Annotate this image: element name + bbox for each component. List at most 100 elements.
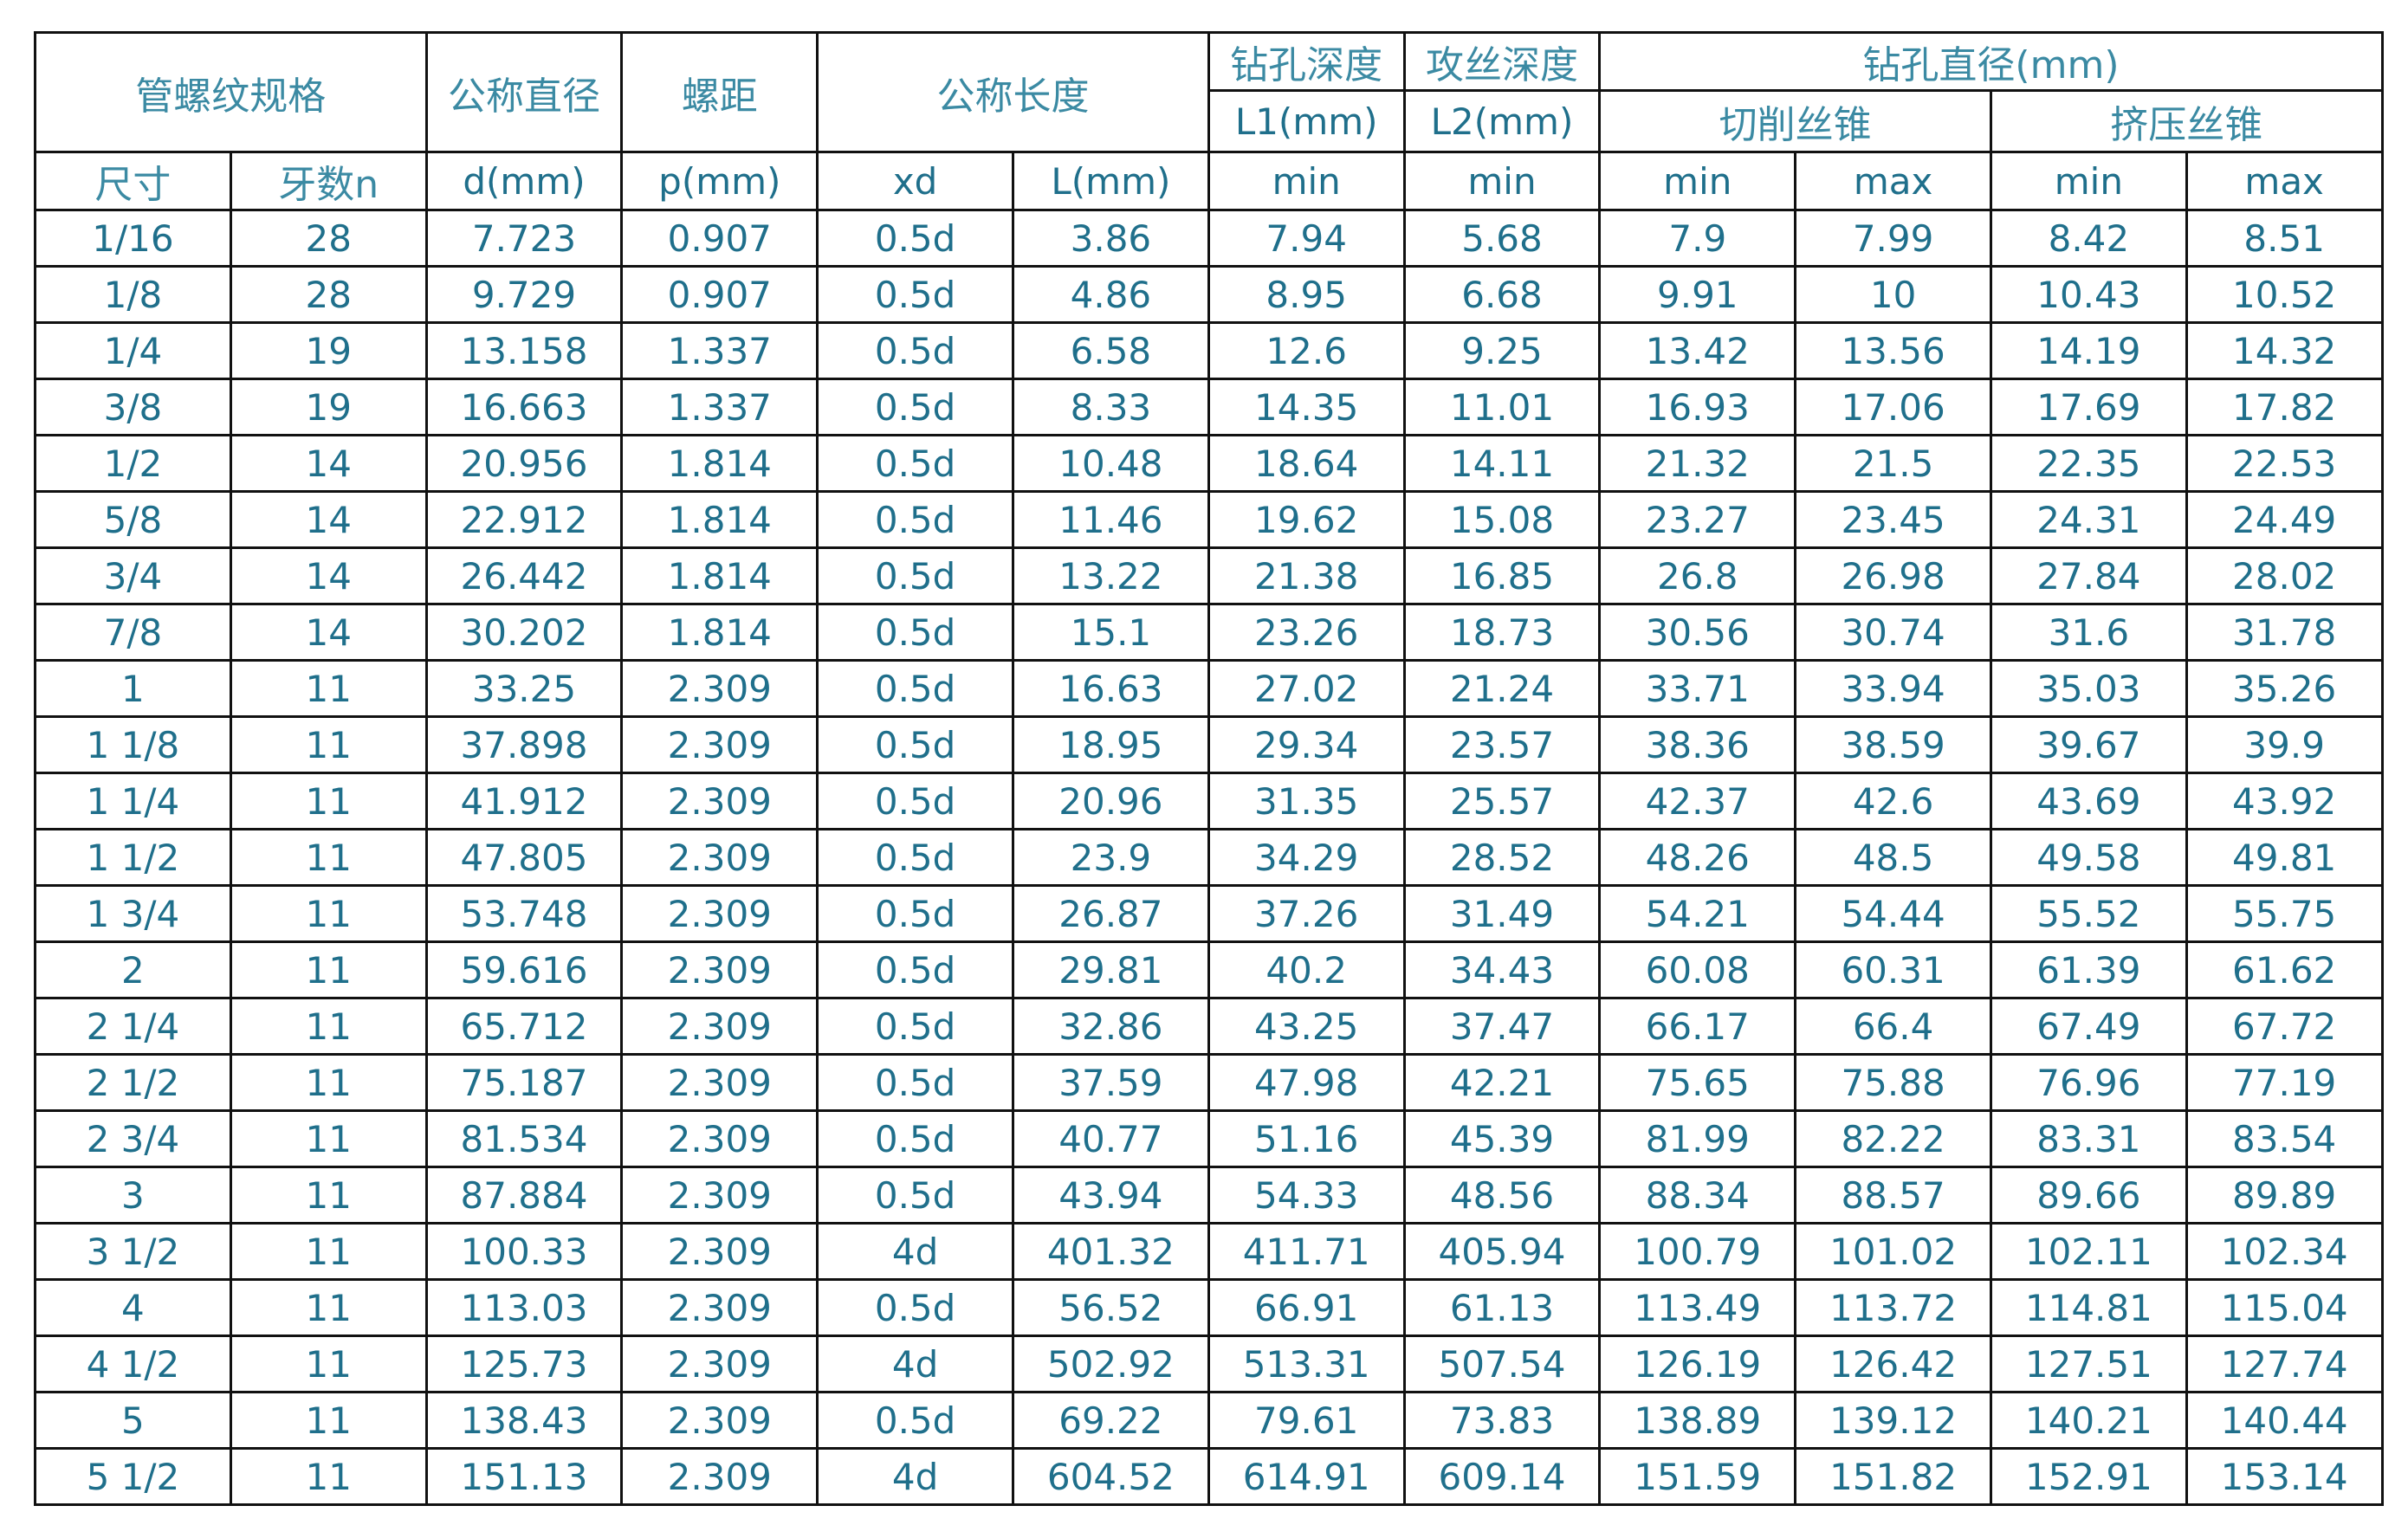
cell: 15.08 [1402,490,1602,549]
header-cell: 钻孔直径(mm) [1598,31,2384,92]
cell: 113.72 [1794,1278,1992,1337]
cell: 127.51 [1989,1334,2188,1393]
cell: 83.31 [1989,1109,2188,1168]
cell: 16.93 [1598,378,1797,436]
cell: 0.5d [816,546,1014,605]
cell: 11 [229,659,428,718]
cell: 0.5d [816,715,1014,774]
header-cell: 螺距 [620,31,819,153]
cell: 23.26 [1207,603,1406,662]
cell: 33.25 [424,659,624,718]
cell: 17.69 [1989,378,2188,436]
cell: 11 [229,828,428,887]
cell: 42.6 [1794,772,1992,830]
cell: 43.94 [1011,1166,1210,1225]
cell: 9.729 [424,265,624,324]
cell: 21.24 [1402,659,1602,718]
cell: 88.57 [1794,1166,1992,1225]
cell: 47.805 [424,828,624,887]
cell: 1.337 [620,378,819,436]
cell: 0.5d [816,659,1014,718]
cell: 82.22 [1794,1109,1992,1168]
cell: 6.58 [1011,321,1210,380]
cell: 21.5 [1794,434,1992,493]
cell: 48.56 [1402,1166,1602,1225]
cell: 20.956 [424,434,624,493]
cell: 60.08 [1598,940,1797,999]
cell: 23.9 [1011,828,1210,887]
cell: 16.85 [1402,546,1602,605]
cell: 4d [816,1334,1014,1393]
cell: 153.14 [2185,1447,2384,1506]
cell: 11 [229,884,428,943]
cell: 0.907 [620,265,819,324]
cell: 14.35 [1207,378,1406,436]
cell: 39.9 [2185,715,2384,774]
cell: 13.22 [1011,546,1210,605]
header-cell: L1(mm) [1207,89,1406,153]
header-cell: L2(mm) [1402,89,1602,153]
data-row: 1 3/4 11 53.748 2.309 0.5d 26.87 37.26 31.49 54.… [34,884,2384,943]
cell: 21.32 [1598,434,1797,493]
cell: 18.73 [1402,603,1602,662]
cell: 28 [229,265,428,324]
cell: 100.79 [1598,1222,1797,1281]
cell: 51.16 [1207,1109,1406,1168]
cell: 5 1/2 [34,1447,232,1506]
cell: 2 1/4 [34,997,232,1056]
cell: 3 1/2 [34,1222,232,1281]
cell: 54.44 [1794,884,1992,943]
cell: 16.63 [1011,659,1210,718]
cell: 11 [229,1391,428,1450]
cell: 1.814 [620,546,819,605]
cell: 126.19 [1598,1334,1797,1393]
cell: 513.31 [1207,1334,1406,1393]
cell: 54.21 [1598,884,1797,943]
header-row: 尺寸 牙数n d(mm) p(mm) xd L(mm) min min min max min max [34,151,2384,211]
cell: 11 [229,715,428,774]
cell: 75.65 [1598,1053,1797,1112]
cell: 113.03 [424,1278,624,1337]
cell: 4.86 [1011,265,1210,324]
cell: 502.92 [1011,1334,1210,1393]
cell: 0.5d [816,603,1014,662]
cell: 31.49 [1402,884,1602,943]
cell: 4d [816,1447,1014,1506]
cell: min [1402,151,1602,211]
data-row: 2 3/4 11 81.534 2.309 0.5d 40.77 51.16 45.39 81.… [34,1109,2384,1168]
cell: 24.31 [1989,490,2188,549]
cell: 507.54 [1402,1334,1602,1393]
cell: 14 [229,603,428,662]
cell: 405.94 [1402,1222,1602,1281]
data-row: 1 1/4 11 41.912 2.309 0.5d 20.96 31.35 25.57 42.… [34,772,2384,830]
cell: 37.898 [424,715,624,774]
cell: 34.43 [1402,940,1602,999]
cell: 83.54 [2185,1109,2384,1168]
cell: 11 [229,1222,428,1281]
cell: 30.74 [1794,603,1992,662]
header-cell: 公称直径 [424,31,624,153]
cell: 102.11 [1989,1222,2188,1281]
cell: 2.309 [620,1391,819,1450]
cell: 0.5d [816,378,1014,436]
cell: 26.442 [424,546,624,605]
cell: 67.49 [1989,997,2188,1056]
cell: 102.34 [2185,1222,2384,1281]
cell: 609.14 [1402,1447,1602,1506]
cell: 1 1/2 [34,828,232,887]
cell: 5 [34,1391,232,1450]
cell: 17.06 [1794,378,1992,436]
cell: 1 3/4 [34,884,232,943]
cell: 66.4 [1794,997,1992,1056]
cell: 10.48 [1011,434,1210,493]
cell: 2.309 [620,1447,819,1506]
cell: 33.71 [1598,659,1797,718]
header-cell: 挤压丝锥 [1989,89,2384,153]
cell: 19.62 [1207,490,1406,549]
cell: 138.89 [1598,1391,1797,1450]
cell: 48.26 [1598,828,1797,887]
data-row: 1 1/2 11 47.805 2.309 0.5d 23.9 34.29 28.52 48.2… [34,828,2384,887]
cell: 8.51 [2185,209,2384,268]
cell: 2.309 [620,1334,819,1393]
cell: 48.5 [1794,828,1992,887]
